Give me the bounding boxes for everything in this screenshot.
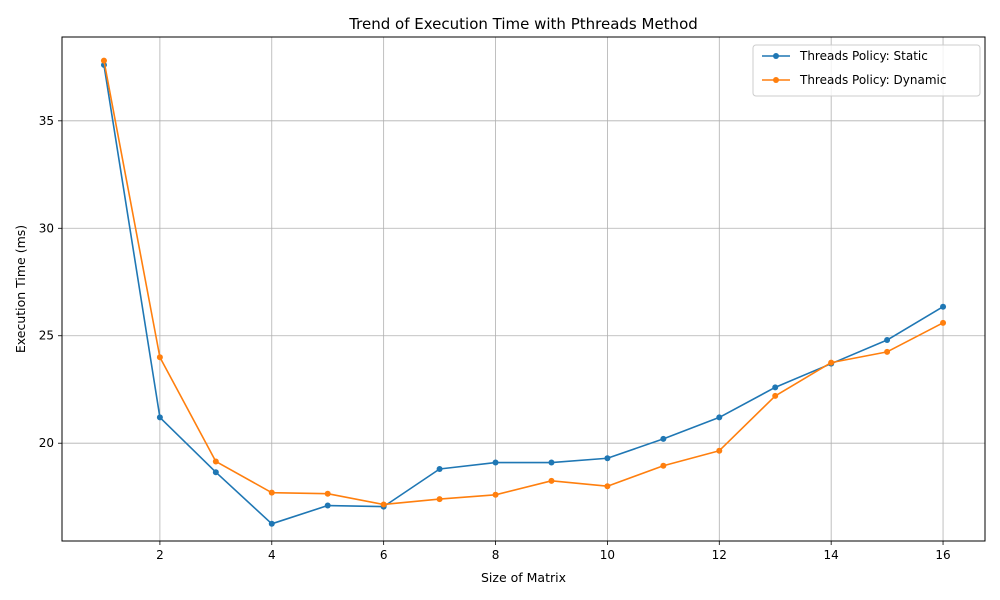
data-point-0 <box>548 459 555 466</box>
x-tick-label: 16 <box>935 548 950 562</box>
data-point-0 <box>212 469 219 476</box>
series-line-0 <box>103 64 944 525</box>
data-point-1 <box>492 491 499 498</box>
data-point-1 <box>156 354 163 361</box>
legend-marker-static <box>773 53 779 59</box>
legend-label-static: Threads Policy: Static <box>799 49 928 63</box>
data-point-0 <box>716 414 723 421</box>
data-point-0 <box>772 384 779 391</box>
data-point-1 <box>268 489 275 496</box>
x-tick-label: 6 <box>380 548 388 562</box>
data-point-1 <box>380 501 387 508</box>
data-point-1 <box>772 392 779 399</box>
x-tick-label: 12 <box>712 548 727 562</box>
x-tick-label: 8 <box>492 548 500 562</box>
series-line-1 <box>103 60 944 506</box>
y-tick-label: 25 <box>39 329 54 343</box>
data-point-1 <box>884 348 891 355</box>
data-point-1 <box>828 359 835 366</box>
x-tick-label: 14 <box>824 548 839 562</box>
legend-label-dynamic: Threads Policy: Dynamic <box>799 73 946 87</box>
data-point-0 <box>884 337 891 344</box>
data-point-1 <box>940 319 947 326</box>
data-point-1 <box>548 477 555 484</box>
data-point-0 <box>660 435 667 442</box>
data-point-1 <box>716 447 723 454</box>
x-tick-label: 2 <box>156 548 164 562</box>
data-point-0 <box>492 459 499 466</box>
data-point-1 <box>660 462 667 469</box>
legend: Threads Policy: Static Threads Policy: D… <box>752 44 981 97</box>
series-layer <box>100 57 947 527</box>
chart-title: Trend of Execution Time with Pthreads Me… <box>348 15 698 33</box>
legend-marker-dynamic <box>773 77 779 83</box>
data-point-1 <box>436 496 443 503</box>
data-point-0 <box>324 502 331 509</box>
plot-frame <box>61 36 986 542</box>
data-point-0 <box>436 466 443 472</box>
y-tick-label: 35 <box>39 114 54 128</box>
y-tick-label: 20 <box>39 436 54 450</box>
data-point-1 <box>324 490 331 497</box>
legend-entry-static: Threads Policy: Static <box>762 49 928 63</box>
y-tick-label: 30 <box>39 221 54 235</box>
data-point-1 <box>100 57 107 64</box>
data-point-0 <box>156 414 163 421</box>
x-tick-label: 10 <box>600 548 615 562</box>
data-point-1 <box>212 458 219 465</box>
y-axis-label: Execution Time (ms) <box>13 225 28 353</box>
data-point-1 <box>604 483 611 490</box>
grid <box>62 37 985 541</box>
data-point-0 <box>268 520 275 527</box>
data-point-0 <box>940 303 947 310</box>
axis-ticks: 2 4 6 8 10 12 14 16 20 25 30 35 <box>39 114 951 562</box>
x-axis-label: Size of Matrix <box>481 570 566 585</box>
x-tick-label: 4 <box>268 548 276 562</box>
data-point-0 <box>604 455 611 462</box>
legend-box <box>752 44 981 97</box>
legend-entry-dynamic: Threads Policy: Dynamic <box>762 73 946 87</box>
